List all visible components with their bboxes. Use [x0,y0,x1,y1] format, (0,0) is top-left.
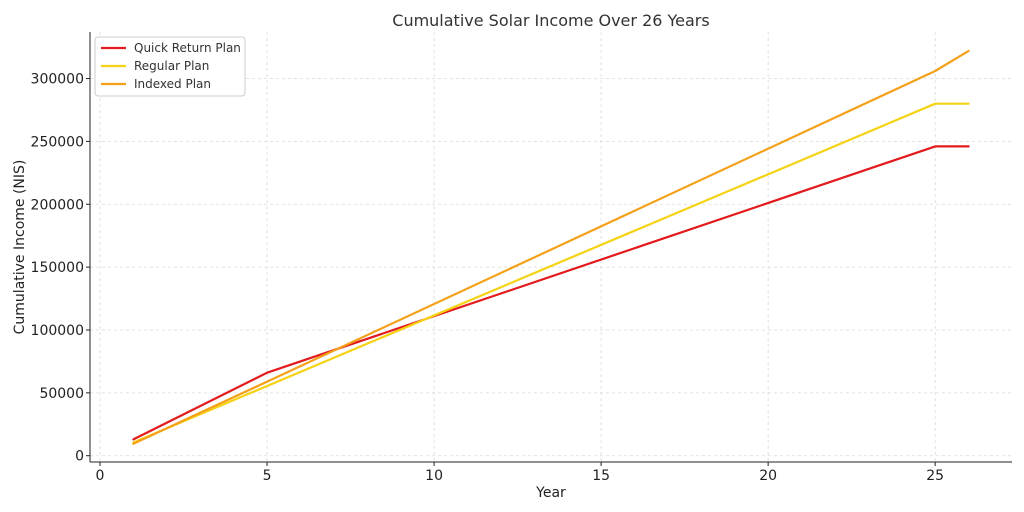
legend: Quick Return Plan Regular Plan Indexed Pla… [94,36,246,97]
x-axis-label: Year [535,485,566,501]
x-tick-label: 0 [96,468,105,484]
y-tick-label: 50000 [39,386,84,402]
y-axis-label: Cumulative Income (NIS) [12,160,28,335]
series-line-regular-plan [132,102,970,444]
axes [89,32,1012,463]
legend-box [94,36,246,97]
x-tick-label: 20 [759,468,777,484]
legend-label: Regular Plan [134,59,209,73]
y-tick-label: 200000 [31,197,84,213]
series-line-indexed-plan [132,49,970,445]
y-tick-label: 150000 [31,260,84,276]
series-lines [132,49,970,445]
x-tick-label: 5 [263,468,272,484]
grid [90,32,1012,462]
series-line-quick-return-plan [132,145,970,441]
legend-label: Quick Return Plan [134,41,241,55]
y-tick-label: 0 [75,449,84,465]
y-tick-label: 300000 [31,72,84,88]
y-tick-label: 250000 [31,134,84,150]
y-tick-label: 100000 [31,323,84,339]
ticks: 0 5 10 15 20 25 0 50000 100000 150000 200000 250000… [31,72,945,484]
x-tick-label: 25 [926,468,944,484]
x-tick-label: 10 [425,468,443,484]
chart-title: Cumulative Solar Income Over 26 Years [392,11,709,30]
legend-label: Indexed Plan [134,77,211,91]
x-tick-label: 15 [592,468,610,484]
